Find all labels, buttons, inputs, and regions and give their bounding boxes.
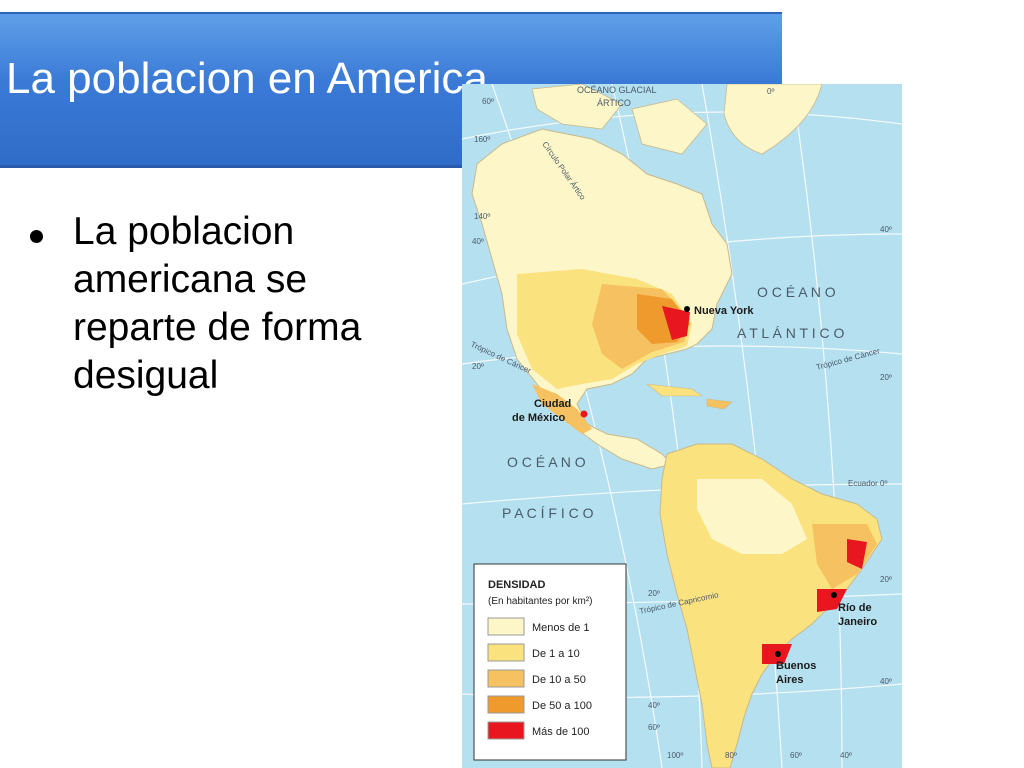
coord-20-left: 20º (472, 362, 484, 371)
coord-40-south: 40º (880, 677, 892, 686)
coord-20-right: 20º (880, 373, 892, 382)
legend-label: De 50 a 100 (532, 700, 592, 712)
coord-40-left: 40º (472, 237, 484, 246)
legend-label: De 1 a 10 (532, 648, 580, 660)
slide-title: La poblacion en America (6, 54, 488, 103)
legend-title: DENSIDAD (488, 579, 546, 591)
legend-label: De 10 a 50 (532, 674, 586, 686)
arctic-island-shape (531, 84, 623, 130)
coord-20-south-b: 20º (880, 575, 892, 584)
legend-swatch (487, 721, 525, 740)
population-density-map: OCÉANO GLACIAL ÁRTICO O C É A N O A T L … (462, 84, 902, 768)
amazon-density-low (697, 479, 807, 554)
bullet-text: La poblacion americana se reparte de for… (73, 210, 362, 397)
northeast-brazil-density-max (847, 539, 867, 569)
rio-label-1: Río de (838, 602, 872, 614)
arctic-label-1: OCÉANO GLACIAL (577, 85, 657, 95)
pacific-label-1: O C É A N O (507, 454, 586, 470)
coord-140: 140º (474, 212, 490, 221)
coord-160: 160º (474, 135, 490, 144)
legend-subtitle: (En habitantes por km²) (488, 596, 593, 607)
rio-label-2: Janeiro (838, 616, 877, 628)
coord-40-south-left: 40º (648, 701, 660, 710)
legend-label: Más de 100 (532, 726, 589, 738)
coord-0-top: 0º (767, 87, 774, 96)
mexico-density-10-50 (532, 384, 592, 434)
legend-items: Menos de 1 De 1 a 10 De 10 a 50 De 50 a 100… (487, 617, 592, 740)
map-svg: OCÉANO GLACIAL ÁRTICO O C É A N O A T L … (462, 84, 902, 768)
arctic-label-2: ÁRTICO (597, 98, 631, 108)
coord-40-right-top: 40º (880, 225, 892, 234)
equator-label: Ecuador 0º (848, 479, 887, 488)
coord-60-top: 60º (482, 97, 494, 106)
coord-60-bottom: 60º (790, 751, 802, 760)
ocean-labels: OCÉANO GLACIAL ÁRTICO O C É A N O A T L … (502, 85, 844, 521)
coord-100-bottom: 100º (667, 751, 683, 760)
bullet-dot-icon (30, 230, 43, 243)
coord-40-bottom: 40º (840, 751, 852, 760)
atlantic-label-1: O C É A N O (757, 284, 836, 300)
rio-sao-paulo-density-max (817, 589, 847, 612)
legend-swatch (487, 643, 525, 662)
northeast-density-max (662, 306, 690, 340)
mexico-city-dot (580, 410, 588, 418)
new-york-dot (684, 306, 690, 312)
legend-label: Menos de 1 (532, 622, 589, 634)
buenos-aires-dot (775, 651, 781, 657)
new-york-label: Nueva York (694, 305, 754, 317)
legend-swatch (487, 617, 525, 636)
coord-80-bottom: 80º (725, 751, 737, 760)
hispaniola-shape (706, 398, 733, 410)
density-legend: DENSIDAD (En habitantes por km²) Menos d… (473, 563, 627, 761)
city-labels: Nueva York Ciudad de México Río de Janei… (512, 305, 877, 686)
mexico-label-1: Ciudad (534, 398, 571, 410)
pacific-label-2: P A C Í F I C O (502, 505, 594, 521)
greenland-shape (723, 84, 823, 155)
legend-swatch (487, 695, 525, 714)
buenos-aires-label-1: Buenos (776, 660, 816, 672)
mexico-label-2: de México (512, 412, 565, 424)
coord-60-south: 60º (648, 723, 660, 732)
atlantic-label-2: A T L Á N T I C O (737, 325, 844, 341)
brazil-coast-density-10-50 (812, 524, 877, 589)
rio-dot (831, 592, 837, 598)
arctic-island-shape (631, 98, 708, 155)
coord-20-south-a: 20º (648, 589, 660, 598)
legend-swatch (487, 669, 525, 688)
coordinate-labels: 60º 0º 160º 140º 40º 40º 20º 20º 20º 20º… (472, 87, 892, 760)
cuba-shape (646, 383, 703, 397)
buenos-aires-label-2: Aires (776, 674, 804, 686)
